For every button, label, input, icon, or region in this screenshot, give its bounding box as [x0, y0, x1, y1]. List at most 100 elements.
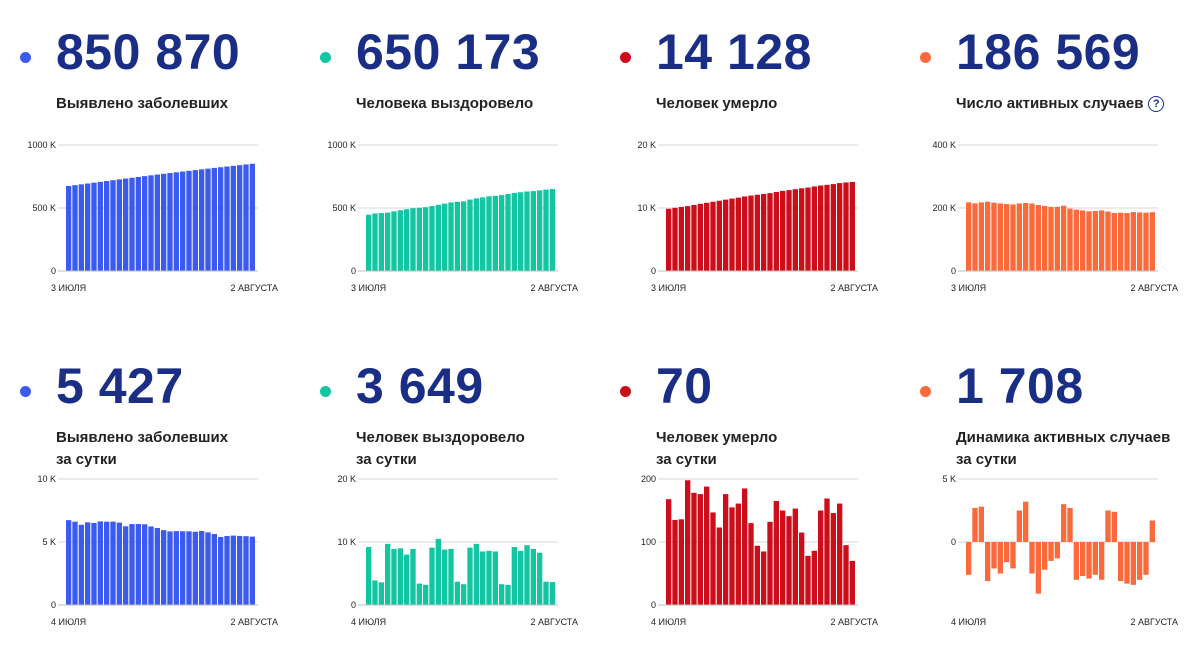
bar: [543, 189, 549, 271]
y-tick-label: 0: [651, 266, 656, 276]
bar: [173, 172, 179, 271]
bar: [697, 203, 703, 271]
bar: [972, 203, 978, 271]
bar: [1099, 542, 1105, 580]
x-end-label: 2 АВГУСТА: [830, 283, 878, 293]
bar: [972, 507, 978, 542]
stat-value: 1 708: [956, 358, 1084, 414]
bar: [104, 521, 110, 605]
y-tick-label: 500 K: [332, 203, 356, 213]
y-tick-label: 200: [641, 474, 656, 484]
bar: [530, 548, 536, 605]
legend-dot-icon: [320, 52, 331, 63]
stat-label-line: Динамика активных случаев: [956, 429, 1171, 446]
bar: [416, 583, 422, 605]
bar: [486, 550, 492, 605]
bar: [811, 550, 817, 605]
x-end-label: 2 АВГУСТА: [230, 617, 278, 627]
bar: [1130, 542, 1136, 585]
x-end-label: 2 АВГУСТА: [530, 617, 578, 627]
bar: [243, 164, 249, 271]
bar: [792, 189, 798, 271]
bar: [1067, 208, 1073, 271]
bar: [378, 582, 384, 605]
bar: [249, 163, 255, 271]
stat-label: Человек умерло за сутки: [656, 427, 777, 471]
bar: [429, 547, 435, 605]
bar: [110, 180, 116, 271]
bar: [423, 584, 429, 605]
bar: [66, 186, 72, 271]
bar: [72, 521, 78, 605]
stat-value: 70: [656, 358, 713, 414]
bar: [142, 176, 148, 271]
legend-dot-icon: [320, 386, 331, 397]
bar: [186, 170, 192, 271]
bar: [786, 190, 792, 271]
bar: [549, 582, 555, 605]
bar: [78, 184, 84, 271]
bar: [1137, 212, 1143, 271]
bar: [985, 201, 991, 271]
bar: [135, 524, 141, 605]
bar: [818, 185, 824, 271]
bar: [167, 173, 173, 271]
bar: [704, 486, 710, 605]
bar: [735, 503, 741, 605]
bar: [824, 184, 830, 271]
bar: [391, 548, 397, 605]
bar: [1023, 501, 1029, 542]
y-tick-label: 0: [51, 600, 56, 610]
bar: [154, 174, 160, 271]
bar: [448, 202, 454, 271]
y-tick-label: 10 K: [337, 537, 356, 547]
bar: [767, 193, 773, 271]
bar: [672, 519, 678, 605]
bar: [1073, 542, 1079, 580]
y-tick-label: 0: [951, 537, 956, 547]
bar: [742, 488, 748, 605]
bar: [1029, 203, 1035, 271]
bar: [142, 524, 148, 605]
bar: [397, 548, 403, 605]
bar: [186, 531, 192, 605]
bar: [666, 208, 672, 271]
bar: [1149, 212, 1155, 271]
bar: [729, 198, 735, 271]
x-start-label: 3 ИЮЛЯ: [651, 283, 686, 293]
bar: [991, 542, 997, 569]
bar: [167, 531, 173, 605]
bar: [442, 549, 448, 605]
bar: [1061, 205, 1067, 271]
bar: [224, 166, 230, 271]
bar: [473, 198, 479, 271]
stat-label-line: Выявлено заболевших: [56, 95, 229, 112]
x-end-label: 2 АВГУСТА: [1130, 617, 1178, 627]
bar: [123, 178, 129, 271]
bar: [429, 206, 435, 271]
bar: [1061, 504, 1067, 542]
bar: [199, 531, 205, 605]
bar: [218, 537, 224, 605]
bar: [1118, 212, 1124, 271]
bar: [237, 165, 243, 271]
stat-card: 1 708 Динамика активных случаев за сутки 0 5…: [900, 334, 1195, 654]
bar: [1111, 213, 1117, 271]
bar: [230, 165, 236, 271]
bar: [537, 190, 543, 271]
bar: [991, 202, 997, 271]
bar: [461, 201, 467, 271]
bar: [735, 197, 741, 271]
x-end-label: 2 АВГУСТА: [1130, 283, 1178, 293]
bar: [366, 214, 372, 271]
bar: [1073, 209, 1079, 271]
bar: [1105, 510, 1111, 542]
bar: [837, 503, 843, 605]
y-tick-label: 5 K: [942, 474, 956, 484]
bar: [91, 182, 97, 271]
help-icon[interactable]: ?: [1148, 96, 1165, 112]
bar: [518, 192, 524, 271]
bar: [1092, 210, 1098, 271]
bar: [1137, 542, 1143, 580]
bar: [691, 492, 697, 605]
